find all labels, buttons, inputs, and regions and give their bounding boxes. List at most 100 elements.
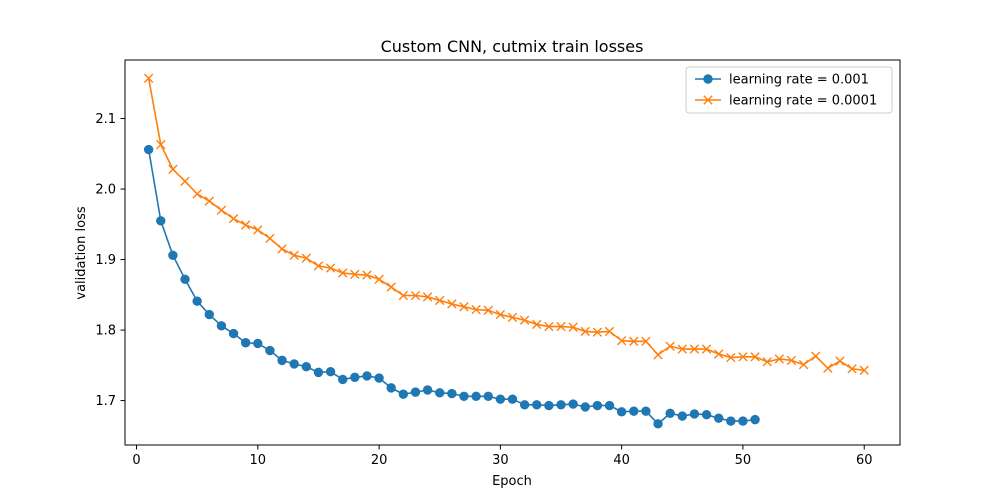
data-point	[216, 205, 227, 215]
data-point	[604, 326, 615, 337]
data-point	[580, 402, 590, 412]
data-point	[143, 73, 154, 84]
data-point	[519, 400, 530, 410]
data-point	[204, 196, 214, 206]
plot-area: 0 10 20 30 40 50 60 1.7 1.8 1.9 2.0 2.1	[95, 59, 901, 468]
data-point	[374, 373, 384, 383]
data-point	[192, 296, 202, 306]
data-point	[483, 305, 493, 316]
data-point	[786, 355, 797, 366]
data-point	[823, 363, 833, 373]
data-point	[726, 352, 736, 363]
legend-label: learning rate = 0.001	[729, 73, 869, 88]
data-point	[410, 387, 421, 397]
data-point	[386, 383, 396, 393]
data-point	[811, 351, 821, 361]
data-point	[544, 400, 554, 411]
data-point	[253, 338, 263, 349]
data-point	[641, 406, 651, 416]
data-point	[580, 326, 590, 337]
axes-frame	[124, 59, 901, 446]
data-point	[362, 371, 372, 381]
data-point	[471, 391, 481, 402]
data-point	[204, 309, 214, 320]
data-point	[519, 315, 530, 325]
data-point	[701, 344, 712, 354]
data-point	[422, 385, 433, 395]
data-point	[713, 349, 724, 359]
data-point	[362, 270, 372, 280]
data-point	[265, 233, 275, 244]
series-markers-1	[143, 144, 760, 429]
data-point	[435, 388, 445, 398]
data-point	[471, 304, 481, 315]
data-point	[677, 344, 687, 354]
series-line-1	[147, 149, 756, 425]
data-point	[168, 250, 178, 261]
legend-label: learning rate = 0.0001	[729, 94, 877, 109]
data-point	[556, 400, 566, 410]
data-point	[859, 365, 869, 375]
data-point	[750, 414, 760, 425]
series-markers-2	[143, 73, 869, 375]
data-point	[532, 400, 542, 410]
x-tick-label: 50	[735, 453, 752, 468]
data-point	[216, 321, 227, 331]
x-tick-label: 10	[250, 453, 267, 468]
data-point	[592, 400, 603, 411]
data-point	[532, 319, 542, 330]
series-line-2	[147, 78, 865, 372]
data-point	[629, 406, 639, 416]
data-point	[568, 399, 578, 409]
data-point	[738, 352, 748, 362]
data-point	[762, 357, 772, 367]
data-point	[277, 355, 287, 366]
data-point	[301, 253, 312, 263]
data-point	[386, 282, 396, 292]
data-point	[750, 352, 760, 362]
legend-box	[685, 66, 893, 114]
data-point	[240, 220, 251, 230]
data-point	[774, 354, 785, 364]
legend-marker	[703, 95, 713, 105]
data-point	[665, 341, 675, 351]
data-point	[265, 345, 275, 356]
data-point	[713, 413, 724, 423]
data-point	[483, 391, 493, 402]
legend-entry-1: learning rate = 0.001	[695, 73, 869, 88]
data-point	[168, 164, 178, 174]
x-tick-label: 40	[613, 453, 630, 468]
data-point	[228, 328, 239, 339]
x-tick-label: 0	[132, 453, 140, 468]
data-point	[398, 290, 409, 301]
legend-marker	[703, 74, 713, 84]
data-point	[689, 344, 700, 354]
data-point	[798, 359, 809, 370]
data-point	[313, 261, 324, 271]
data-point	[350, 269, 360, 280]
x-tick-label: 30	[492, 453, 509, 468]
data-point	[143, 144, 154, 155]
data-point	[507, 312, 518, 323]
x-tick-label: 60	[856, 453, 873, 468]
data-point	[180, 274, 190, 284]
data-point	[738, 416, 748, 426]
y-tick-label: 1.7	[95, 394, 116, 409]
data-point	[629, 336, 639, 347]
data-point	[240, 338, 251, 348]
data-point	[459, 302, 469, 312]
data-point	[338, 268, 348, 278]
y-tick-label: 1.8	[95, 324, 116, 339]
data-point	[253, 225, 263, 235]
data-point	[338, 374, 348, 385]
data-point	[726, 416, 736, 426]
data-point	[616, 407, 627, 417]
data-point	[156, 216, 166, 226]
data-point	[495, 394, 506, 404]
data-point	[641, 336, 651, 347]
data-point	[180, 176, 190, 186]
data-point	[350, 372, 360, 383]
data-point	[301, 362, 312, 372]
data-point	[653, 350, 663, 360]
